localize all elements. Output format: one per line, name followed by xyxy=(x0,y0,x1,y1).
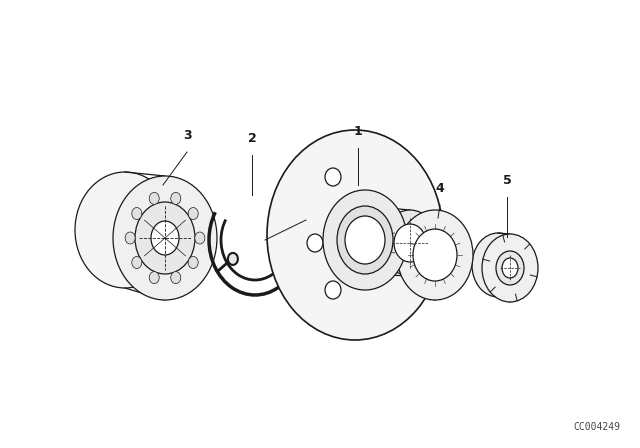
Ellipse shape xyxy=(149,192,159,204)
Ellipse shape xyxy=(132,207,142,220)
Text: 1: 1 xyxy=(354,125,362,138)
Ellipse shape xyxy=(151,221,179,255)
Ellipse shape xyxy=(382,210,438,276)
Ellipse shape xyxy=(307,234,323,252)
Ellipse shape xyxy=(486,250,510,280)
Ellipse shape xyxy=(502,258,518,278)
Ellipse shape xyxy=(325,281,341,299)
Ellipse shape xyxy=(171,192,180,204)
Ellipse shape xyxy=(482,234,538,302)
Text: 3: 3 xyxy=(182,129,191,142)
Ellipse shape xyxy=(113,176,217,300)
Ellipse shape xyxy=(397,227,437,275)
Ellipse shape xyxy=(413,229,457,281)
Ellipse shape xyxy=(397,210,473,300)
Ellipse shape xyxy=(132,257,142,268)
Ellipse shape xyxy=(293,215,341,271)
Ellipse shape xyxy=(496,251,524,285)
Ellipse shape xyxy=(125,232,135,244)
Ellipse shape xyxy=(149,271,159,284)
Ellipse shape xyxy=(381,208,453,294)
Ellipse shape xyxy=(337,206,393,274)
Ellipse shape xyxy=(345,216,385,264)
Text: 4: 4 xyxy=(436,182,444,195)
Ellipse shape xyxy=(171,271,180,284)
Ellipse shape xyxy=(323,190,407,290)
Ellipse shape xyxy=(75,172,175,288)
Text: 5: 5 xyxy=(502,174,511,187)
Ellipse shape xyxy=(277,195,357,291)
Text: CC004249: CC004249 xyxy=(573,422,620,432)
Ellipse shape xyxy=(195,232,205,244)
Ellipse shape xyxy=(394,224,426,262)
Ellipse shape xyxy=(188,207,198,220)
Ellipse shape xyxy=(472,233,524,297)
Ellipse shape xyxy=(135,202,195,274)
Ellipse shape xyxy=(325,168,341,186)
Ellipse shape xyxy=(188,257,198,268)
Ellipse shape xyxy=(228,253,238,265)
Text: 2: 2 xyxy=(248,132,257,145)
Ellipse shape xyxy=(267,130,443,340)
Ellipse shape xyxy=(272,253,282,265)
